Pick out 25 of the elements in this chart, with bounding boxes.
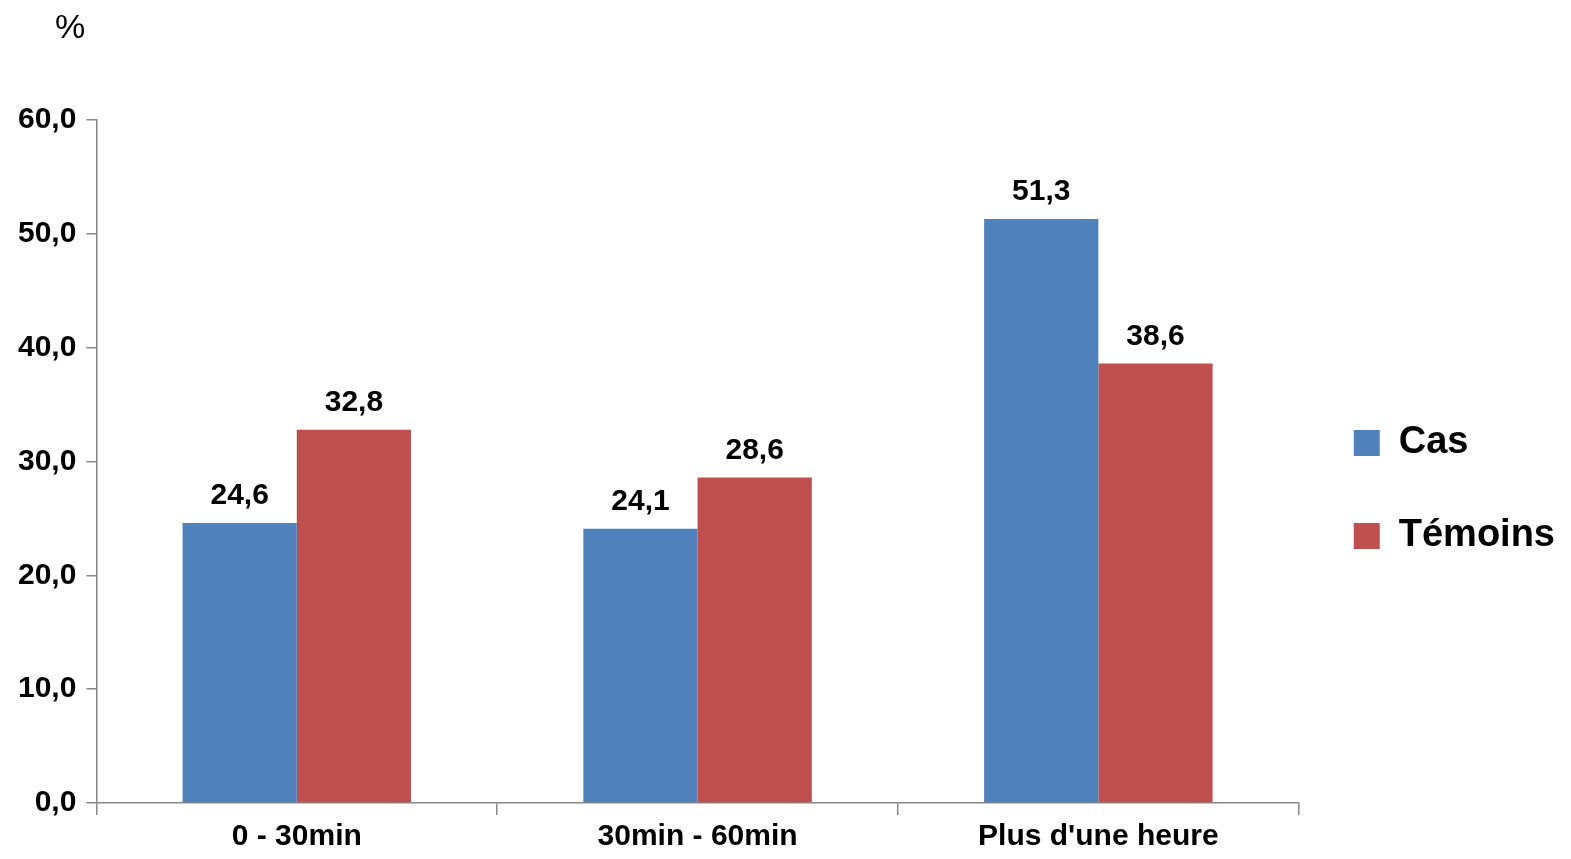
y-tick-label: 60,0 <box>18 101 77 135</box>
y-tick-label: 0,0 <box>34 784 77 818</box>
bar <box>296 429 412 803</box>
bar <box>182 522 297 803</box>
data-label: 32,8 <box>324 383 384 417</box>
data-label: 24,6 <box>210 477 269 511</box>
x-tick-label: Plus d'une heure <box>978 818 1219 852</box>
data-label: 28,6 <box>725 431 784 465</box>
y-tick-label: 40,0 <box>18 328 77 362</box>
legend-label: Témoins <box>1398 512 1555 555</box>
legend-label: Cas <box>1398 419 1469 462</box>
x-tick-label: 0 - 30min <box>231 818 362 852</box>
data-label: 24,1 <box>611 482 670 516</box>
bar <box>1098 363 1213 803</box>
bar <box>583 528 698 803</box>
y-tick-label: 20,0 <box>18 556 77 590</box>
y-tick-label: 30,0 <box>18 442 77 476</box>
y-axis-title: % <box>54 7 86 46</box>
bar <box>984 219 1099 803</box>
bar <box>697 477 812 803</box>
x-tick-label: 30min - 60min <box>597 818 798 852</box>
y-tick-label: 50,0 <box>18 215 77 249</box>
data-label: 51,3 <box>1012 173 1071 207</box>
data-label: 38,6 <box>1126 317 1185 351</box>
y-tick-label: 10,0 <box>18 670 77 704</box>
